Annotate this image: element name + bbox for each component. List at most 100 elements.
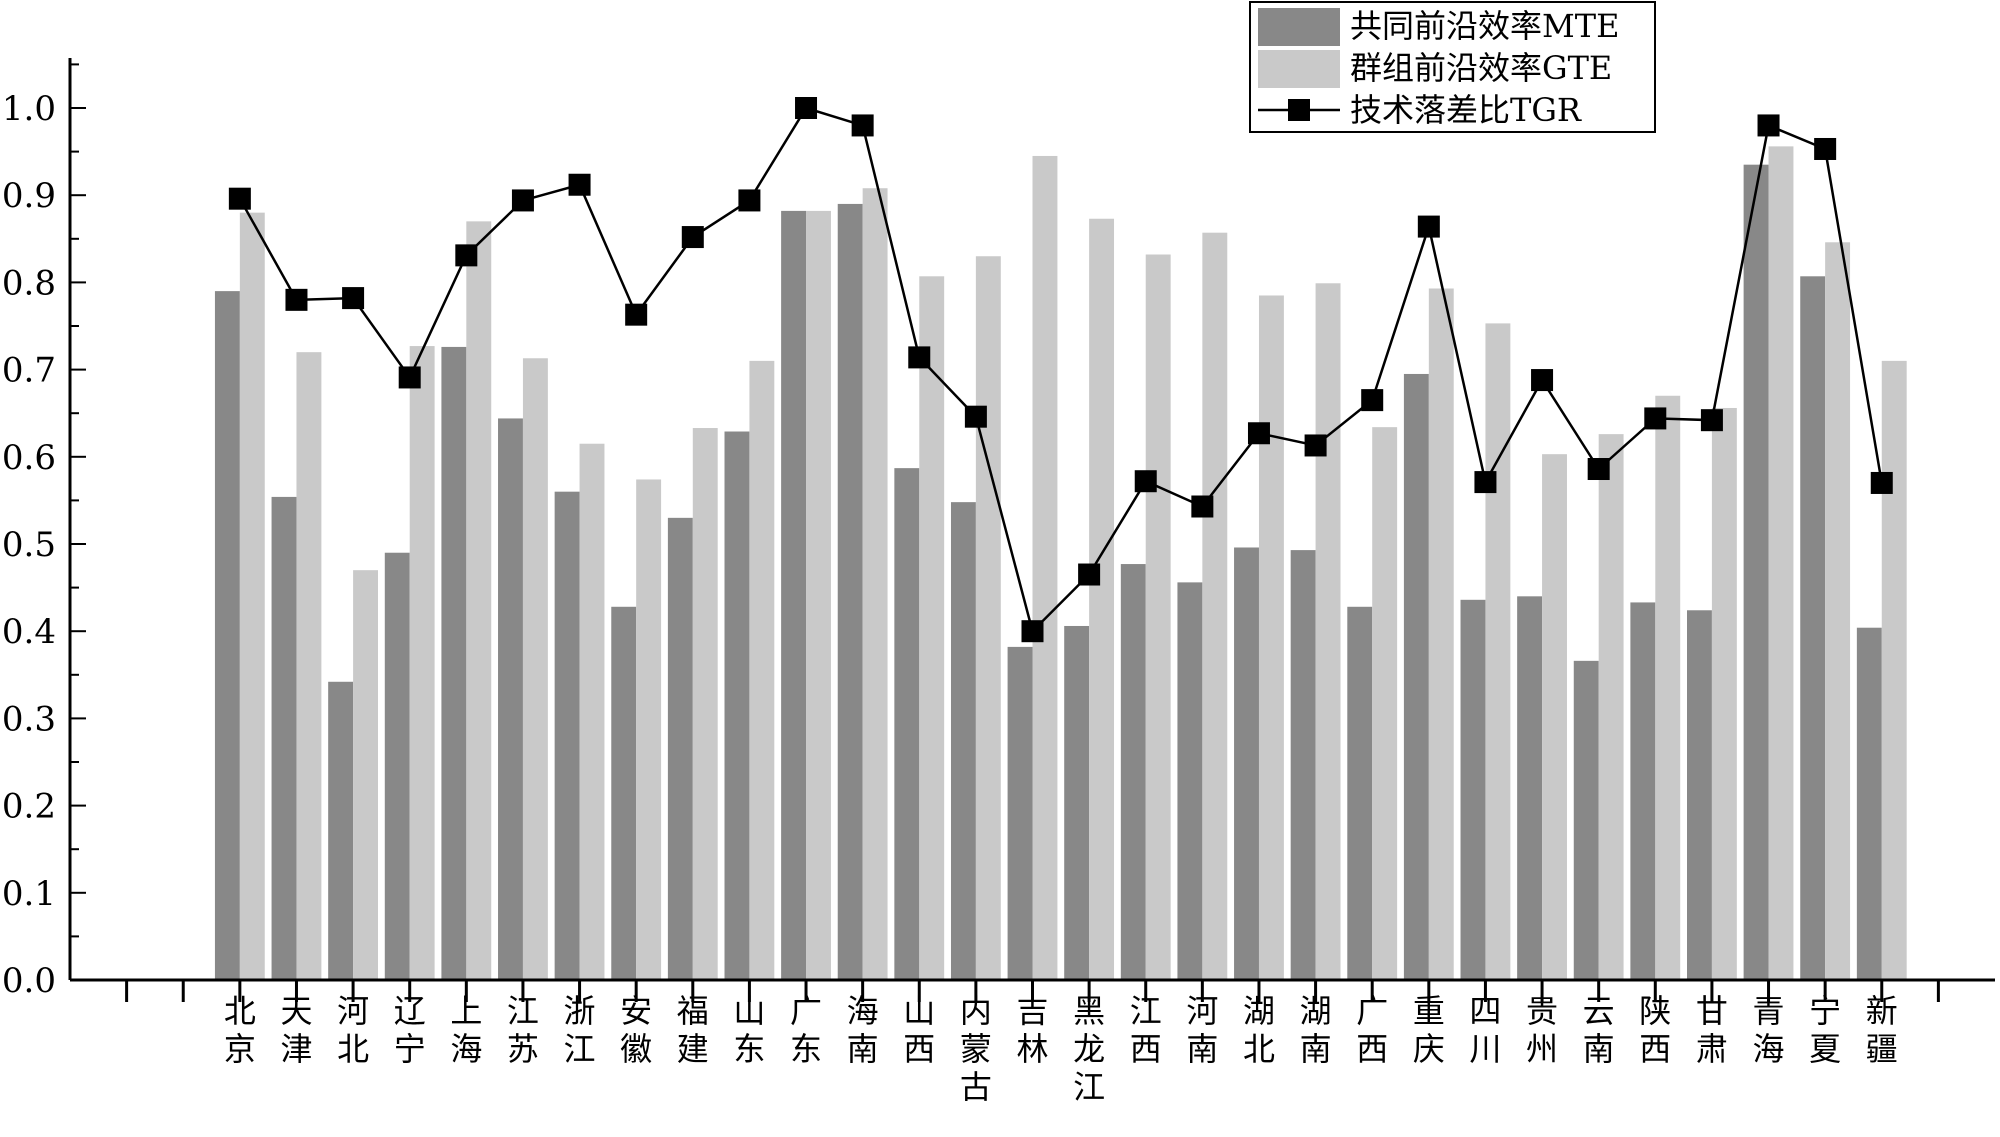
tgr-marker bbox=[568, 173, 591, 196]
bar-mte bbox=[384, 552, 410, 980]
bar-gte bbox=[1655, 395, 1681, 980]
bar-gte bbox=[1315, 283, 1341, 981]
legend-label: 群组前沿效率GTE bbox=[1350, 49, 1612, 87]
category-label: 湖北 bbox=[1243, 992, 1275, 1068]
y-tick-label: 1.0 bbox=[2, 89, 56, 129]
category-label: 吉林 bbox=[1016, 992, 1048, 1068]
tgr-marker bbox=[228, 187, 251, 210]
legend-marker bbox=[1288, 99, 1310, 121]
tgr-line bbox=[228, 97, 1893, 643]
category-label: 广西 bbox=[1356, 992, 1388, 1068]
legend-swatch bbox=[1258, 8, 1340, 46]
category-label: 安徽 bbox=[620, 992, 652, 1068]
bar-gte bbox=[409, 346, 435, 980]
tgr-marker bbox=[1870, 471, 1893, 494]
category-label: 云南 bbox=[1583, 992, 1615, 1068]
category-label: 浙江 bbox=[564, 992, 596, 1068]
tgr-marker bbox=[1304, 434, 1327, 457]
category-label: 江西 bbox=[1130, 992, 1162, 1068]
tgr-marker bbox=[908, 346, 931, 369]
bar-gte bbox=[1485, 323, 1511, 980]
bar-mte bbox=[1743, 164, 1769, 980]
y-tick-label: 0.6 bbox=[2, 438, 56, 478]
category-label: 辽宁 bbox=[394, 992, 426, 1068]
bar-mte bbox=[441, 346, 467, 981]
category-label: 山东 bbox=[733, 992, 765, 1068]
tgr-marker bbox=[1361, 389, 1384, 412]
bar-gte bbox=[1089, 218, 1115, 980]
bar-mte bbox=[724, 431, 750, 981]
bar-mte bbox=[1234, 547, 1259, 980]
y-tick-label: 0.5 bbox=[2, 525, 56, 565]
bar-gte bbox=[919, 276, 945, 980]
bar-gte bbox=[1825, 242, 1851, 981]
tgr-marker bbox=[1700, 409, 1723, 432]
bar-mte bbox=[1120, 564, 1146, 980]
tgr-marker bbox=[625, 303, 648, 326]
tgr-marker bbox=[681, 226, 704, 249]
category-label: 宁夏 bbox=[1809, 992, 1841, 1068]
legend-label: 技术落差比TGR bbox=[1350, 91, 1582, 129]
bar-gte bbox=[1145, 254, 1171, 981]
category-label: 天津 bbox=[280, 992, 312, 1068]
tgr-marker bbox=[738, 189, 761, 212]
bar-gte bbox=[353, 570, 378, 980]
bar-gte bbox=[1598, 434, 1624, 980]
bar-gte bbox=[1542, 454, 1567, 981]
y-axis-ticks bbox=[70, 63, 86, 981]
tgr-marker bbox=[795, 97, 818, 119]
bar-gte bbox=[806, 210, 831, 980]
bar-gte bbox=[692, 428, 718, 980]
legend-label: 共同前沿效率MTE bbox=[1350, 7, 1619, 45]
bar-mte bbox=[1800, 276, 1826, 980]
tgr-marker bbox=[285, 288, 308, 311]
bar-mte bbox=[1630, 602, 1656, 980]
category-label: 四川 bbox=[1469, 992, 1501, 1068]
bar-gte bbox=[1258, 295, 1284, 981]
tgr-marker bbox=[1587, 458, 1610, 481]
bar-mte bbox=[214, 291, 240, 980]
category-label: 甘肃 bbox=[1696, 992, 1728, 1068]
tgr-marker bbox=[342, 287, 365, 310]
category-label: 内蒙古 bbox=[960, 992, 992, 1106]
bar-gte bbox=[579, 443, 605, 981]
y-tick-label: 0.2 bbox=[2, 787, 56, 827]
category-label: 重庆 bbox=[1413, 992, 1445, 1068]
bar-mte bbox=[271, 496, 297, 980]
tgr-marker bbox=[398, 366, 421, 389]
y-tick-label: 0.8 bbox=[2, 263, 56, 303]
category-label: 黑龙江 bbox=[1073, 992, 1105, 1106]
bar-mte bbox=[837, 203, 863, 981]
bar-gte bbox=[239, 212, 265, 980]
tgr-marker bbox=[1644, 407, 1667, 430]
bar-mte bbox=[1687, 610, 1712, 980]
bar-mte bbox=[1460, 599, 1486, 980]
bar-gte bbox=[975, 256, 1001, 980]
category-label: 山西 bbox=[903, 992, 935, 1068]
bar-mte bbox=[611, 606, 637, 980]
bar-gte bbox=[636, 479, 662, 980]
bar-mte bbox=[554, 491, 580, 980]
bar-mte bbox=[328, 681, 354, 980]
bar-mte bbox=[1517, 596, 1543, 980]
bar-mte bbox=[498, 418, 523, 980]
tgr-marker bbox=[1417, 215, 1440, 238]
tgr-marker bbox=[1247, 422, 1270, 445]
bar-mte bbox=[667, 517, 693, 980]
category-label: 上海 bbox=[450, 992, 482, 1068]
bar-gte bbox=[1881, 360, 1907, 980]
y-tick-labels: 0.0 0.1 0.2 0.3 0.4 0.5 0.6 0.7 0.8 0.9 1.0 bbox=[2, 89, 56, 1001]
bar-mte bbox=[1064, 625, 1090, 980]
tgr-marker bbox=[1021, 620, 1044, 643]
y-tick-label: 0.1 bbox=[2, 874, 56, 914]
category-label: 广东 bbox=[790, 992, 822, 1068]
bar-mte bbox=[1573, 660, 1599, 980]
bar-gte bbox=[466, 221, 492, 981]
category-label: 陕西 bbox=[1639, 992, 1671, 1068]
category-label: 河南 bbox=[1186, 992, 1218, 1068]
y-tick-label: 0.0 bbox=[2, 961, 56, 1001]
tgr-marker bbox=[1474, 471, 1497, 494]
category-label: 海南 bbox=[847, 992, 879, 1068]
bar-gte bbox=[1372, 427, 1398, 981]
category-label: 贵州 bbox=[1526, 992, 1558, 1068]
